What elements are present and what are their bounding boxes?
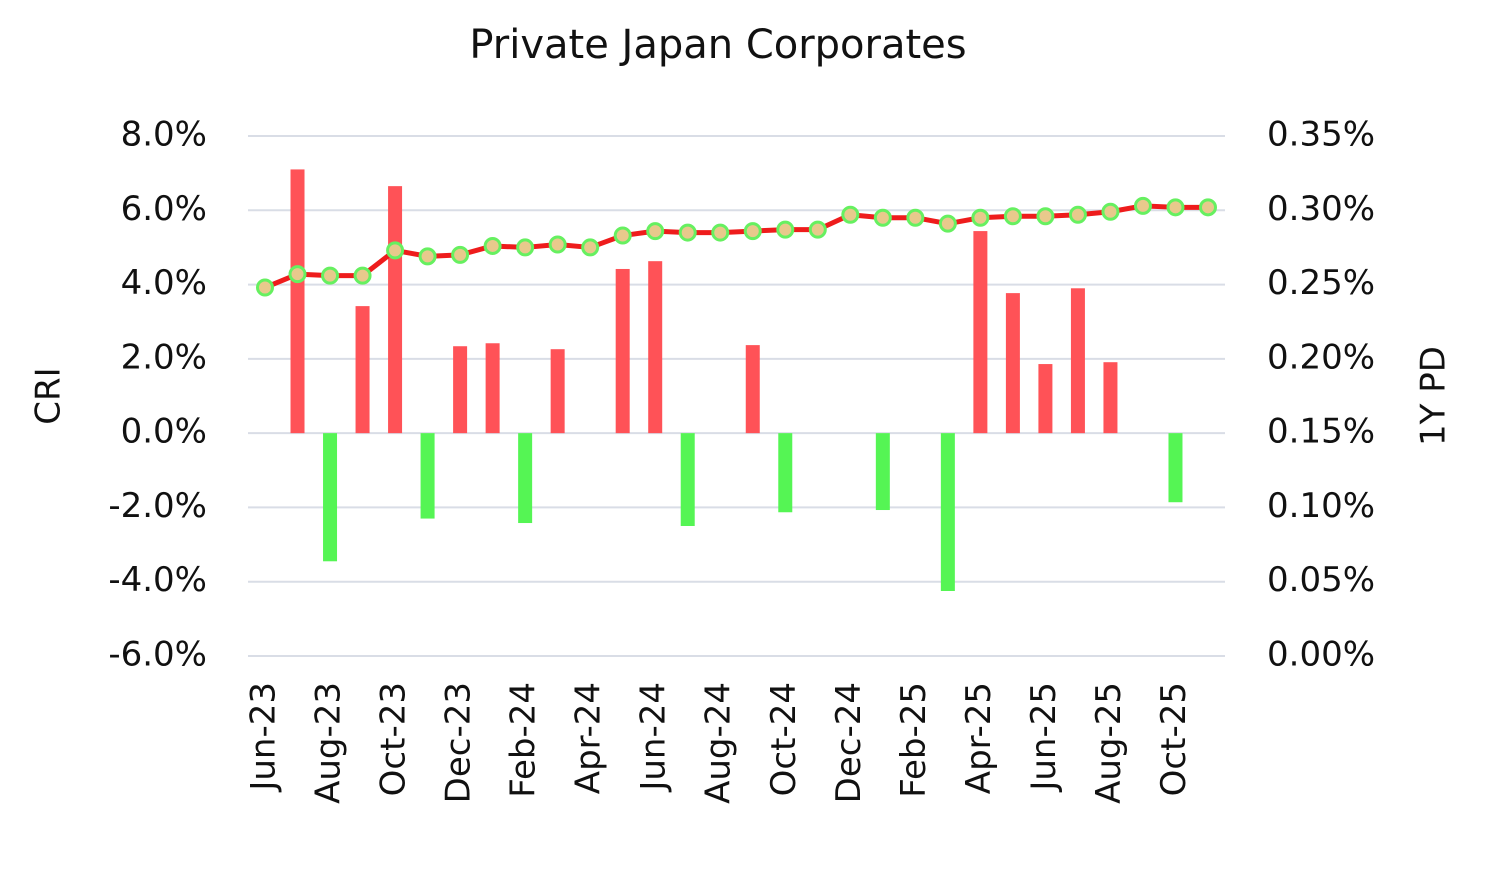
bar bbox=[290, 169, 305, 434]
line-marker bbox=[548, 235, 567, 254]
bar bbox=[940, 433, 955, 591]
bar bbox=[875, 433, 890, 511]
x-tick-label: Aug-23 bbox=[309, 682, 349, 804]
x-tick-label: Aug-24 bbox=[699, 682, 739, 804]
line-marker bbox=[353, 266, 372, 285]
x-tick-label: Jun-25 bbox=[1024, 682, 1064, 793]
line-marker bbox=[971, 208, 990, 227]
y2-tick-label: 0.30% bbox=[1267, 189, 1375, 229]
y-tick-label: 6.0% bbox=[121, 189, 207, 229]
line-marker bbox=[808, 220, 827, 239]
line bbox=[264, 203, 1208, 290]
x-tick-label: Jun-24 bbox=[634, 682, 674, 793]
line-marker bbox=[1036, 207, 1055, 226]
y2-tick-label: 0.00% bbox=[1267, 635, 1375, 675]
line-marker bbox=[321, 266, 340, 285]
x-tick-label: Feb-25 bbox=[894, 682, 934, 798]
x-tick-label: Oct-25 bbox=[1154, 682, 1194, 796]
x-tick-label: Oct-24 bbox=[764, 682, 804, 796]
x-tick-label: Apr-24 bbox=[569, 682, 609, 794]
bar bbox=[550, 349, 565, 434]
x-tick-label: Dec-23 bbox=[439, 682, 479, 803]
y2-axis-title: 1Y PD bbox=[1414, 346, 1454, 446]
y-tick-label: 8.0% bbox=[121, 115, 207, 155]
bar bbox=[680, 433, 695, 526]
y2-tick-label: 0.25% bbox=[1267, 263, 1375, 303]
y-axis-title: CRI bbox=[29, 367, 69, 424]
bar bbox=[648, 261, 663, 434]
y2-tick-label: 0.15% bbox=[1267, 412, 1375, 452]
line-marker bbox=[613, 226, 632, 245]
y2-tick-label: 0.20% bbox=[1267, 337, 1375, 377]
line-marker bbox=[938, 214, 957, 233]
y2-tick-label: 0.05% bbox=[1267, 560, 1375, 600]
line-marker bbox=[386, 241, 405, 260]
line-marker bbox=[873, 208, 892, 227]
x-tick-label: Oct-23 bbox=[374, 682, 414, 796]
line-marker bbox=[1003, 207, 1022, 226]
line-marker bbox=[483, 236, 502, 255]
line-marker bbox=[1199, 198, 1217, 217]
line-marker bbox=[581, 238, 600, 257]
bar bbox=[1103, 362, 1118, 434]
y-tick-label: -4.0% bbox=[108, 560, 207, 600]
bar bbox=[973, 231, 988, 434]
x-tick-label: Aug-25 bbox=[1089, 682, 1129, 804]
y-tick-label: -6.0% bbox=[108, 635, 207, 675]
line-marker bbox=[776, 220, 795, 239]
line-marker bbox=[451, 245, 470, 264]
x-tick-label: Jun-23 bbox=[244, 682, 284, 793]
bar bbox=[745, 345, 760, 434]
bar bbox=[1168, 433, 1183, 503]
bar bbox=[1070, 288, 1085, 434]
y-tick-label: 4.0% bbox=[121, 263, 207, 303]
bar bbox=[518, 433, 533, 524]
bar bbox=[453, 346, 468, 434]
line-marker bbox=[711, 223, 730, 242]
chart-title: Private Japan Corporates bbox=[469, 22, 966, 68]
bar bbox=[1005, 293, 1020, 434]
bar bbox=[388, 186, 403, 434]
x-tick-label: Apr-25 bbox=[959, 682, 999, 794]
y-tick-label: 2.0% bbox=[121, 337, 207, 377]
line-marker bbox=[906, 208, 925, 227]
line-marker bbox=[1101, 202, 1120, 221]
bar bbox=[420, 433, 435, 519]
line-marker bbox=[256, 278, 274, 297]
line-marker bbox=[646, 222, 665, 241]
y2-tick-label: 0.35% bbox=[1267, 115, 1375, 155]
line-marker bbox=[743, 222, 762, 241]
bar bbox=[615, 268, 630, 434]
bar bbox=[1038, 364, 1053, 434]
bar bbox=[778, 433, 793, 513]
bar bbox=[323, 433, 338, 562]
line-marker bbox=[418, 247, 437, 266]
y-tick-label: -2.0% bbox=[108, 486, 207, 526]
bar bbox=[485, 343, 500, 434]
y2-tick-label: 0.10% bbox=[1267, 486, 1375, 526]
line-marker bbox=[841, 205, 860, 224]
x-tick-label: Dec-24 bbox=[829, 682, 869, 803]
line-marker bbox=[1166, 198, 1185, 217]
line-marker bbox=[288, 265, 307, 284]
line-marker bbox=[1133, 196, 1152, 215]
line-marker bbox=[516, 238, 535, 257]
line-marker bbox=[678, 223, 697, 242]
x-tick-label: Feb-24 bbox=[504, 682, 544, 798]
y-tick-label: 0.0% bbox=[121, 412, 207, 452]
line-marker bbox=[1068, 205, 1087, 224]
bar bbox=[355, 306, 370, 434]
